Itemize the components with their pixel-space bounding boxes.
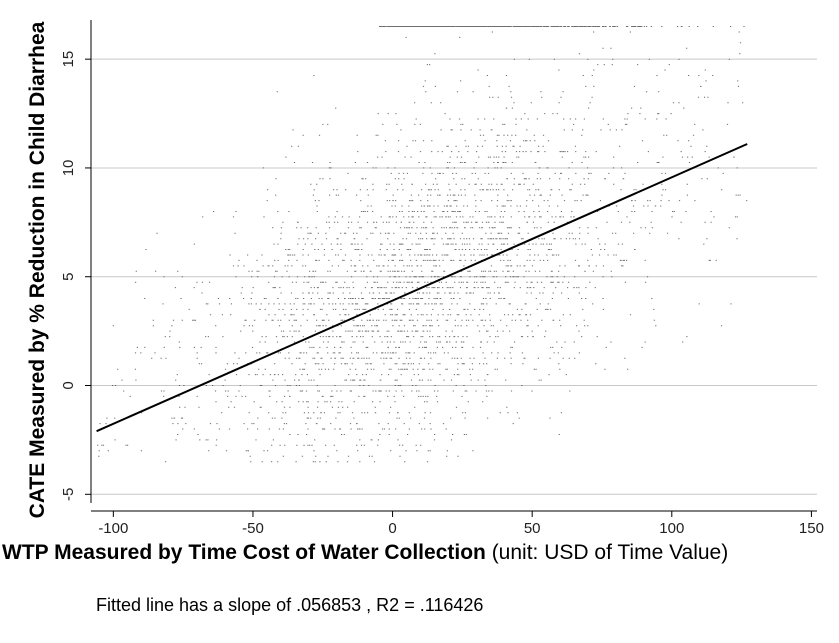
y-tick-label-15: 15 <box>60 51 77 68</box>
fitted-line-layer <box>96 143 748 433</box>
x-tick-label-150: 150 <box>799 520 824 537</box>
fit-note: Fitted line has a slope of .056853 , R2 … <box>96 595 484 615</box>
fitted-line <box>96 143 748 433</box>
x-axis-label-main: WTP Measured by Time Cost of Water Colle… <box>2 541 486 564</box>
x-tick-label-50: 50 <box>524 520 541 537</box>
y-tick-label-5: 5 <box>60 273 77 281</box>
x-tick-label--50: -50 <box>242 520 264 537</box>
scatter-point-cloud <box>97 26 748 463</box>
x-axis-label-unit: (unit: USD of Time Value) <box>485 541 729 564</box>
scatter-points <box>97 26 748 463</box>
y-tick-label-0: 0 <box>60 381 77 389</box>
x-tick-label-0: 0 <box>388 520 396 537</box>
grid-lines <box>91 58 817 495</box>
x-tick-label--100: -100 <box>98 520 128 537</box>
x-axis-label: WTP Measured by Time Cost of Water Colle… <box>2 541 728 565</box>
x-tick-label-100: 100 <box>659 520 684 537</box>
y-tick-label--5: -5 <box>60 488 77 501</box>
y-axis-label: CATE Measured by % Reduction in Child Di… <box>26 21 49 519</box>
y-tick-label-10: 10 <box>60 160 77 177</box>
